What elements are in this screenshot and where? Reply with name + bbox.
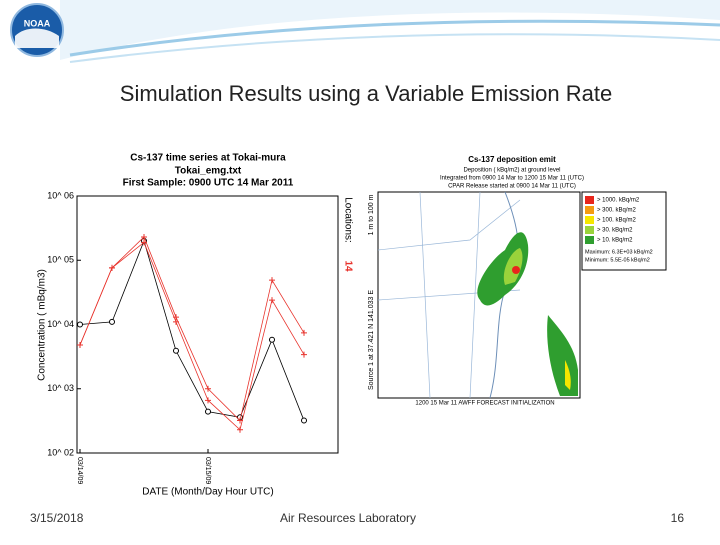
swoosh [69, 19, 720, 57]
plume [565, 360, 571, 390]
marker [109, 264, 115, 271]
y-tick-label: 10^ 04 [47, 319, 74, 329]
marker [205, 408, 211, 415]
map-source: Source 1 at 37.421 N 141.033 E [368, 290, 375, 390]
marker [301, 329, 307, 336]
map-stat: Minimum: 5.5E-05 kBq/m2 [585, 257, 650, 263]
map-text: Deposition ( kBq/m2) at ground level [463, 168, 560, 174]
chart-title: Cs-137 time series at Tokai-mura [130, 153, 286, 164]
legend-label: > 10. kBq/m2 [597, 238, 633, 244]
y-tick-label: 10^ 03 [47, 383, 74, 393]
legend-swatch [585, 226, 594, 234]
x-tick-label: 03/15/09 [204, 457, 211, 484]
map-text: Integrated from 0900 14 Mar to 1200 15 M… [440, 176, 584, 182]
map-footer: 1200 15 Mar 11 AWFF FORECAST INITIALIZAT… [415, 401, 554, 407]
series-line [79, 236, 305, 422]
map-height: 1 m to 100 m [368, 194, 375, 235]
side-value: 14 [342, 260, 353, 272]
side-label: Locations: [342, 197, 353, 243]
legend-swatch [585, 236, 594, 244]
marker [237, 426, 243, 433]
marker [77, 321, 83, 328]
x-axis-label: DATE (Month/Day Hour UTC) [142, 487, 274, 498]
marker [301, 351, 307, 358]
plume-core [512, 266, 520, 274]
series-line [79, 239, 305, 421]
marker [109, 318, 115, 325]
legend-label: > 1000. kBq/m2 [597, 198, 640, 204]
marker [269, 336, 275, 343]
footer-date: 3/15/2018 [30, 511, 84, 525]
marker [77, 341, 83, 348]
marker [205, 397, 211, 404]
marker [205, 385, 211, 392]
plume [477, 232, 529, 306]
map-text: CPAR Release started at 0900 14 Mar 11 (… [448, 184, 576, 190]
legend-swatch [585, 216, 594, 224]
legend-label: > 300. kBq/m2 [597, 208, 637, 214]
marker [173, 318, 179, 325]
chart-title: Tokai_emg.txt [175, 166, 242, 177]
legend-swatch [585, 196, 594, 204]
y-tick-label: 10^ 06 [47, 190, 74, 200]
x-tick-label: 03/14/09 [76, 457, 83, 484]
swoosh [69, 33, 720, 63]
map-borders [377, 191, 521, 399]
logo-text: NOAA [24, 18, 51, 28]
legend-label: > 30. kBq/m2 [597, 228, 633, 234]
marker [141, 239, 147, 246]
page-number: 16 [671, 511, 685, 525]
marker [301, 417, 307, 424]
y-axis-label: Concentration ( mBq/m3) [37, 269, 48, 381]
header-band [60, 0, 720, 60]
legend-swatch [585, 206, 594, 214]
y-tick-label: 10^ 02 [47, 447, 74, 457]
marker [269, 297, 275, 304]
footer-center: Air Resources Laboratory [280, 511, 416, 525]
marker [173, 347, 179, 354]
legend-label: > 100. kBq/m2 [597, 218, 637, 224]
slide-title: Simulation Results using a Variable Emis… [120, 81, 612, 106]
map-title: Cs-137 deposition emit [468, 155, 556, 164]
map-legend [581, 191, 667, 271]
marker [141, 234, 147, 241]
plume [503, 248, 523, 285]
plume [547, 315, 578, 396]
logo-gull [15, 28, 59, 48]
series-line [79, 241, 305, 431]
chart-title: First Sample: 0900 UTC 14 Mar 2011 [123, 178, 294, 189]
y-tick-label: 10^ 05 [47, 255, 74, 265]
map-stat: Maximum: 6.3E+03 kBq/m2 [585, 249, 653, 255]
marker [269, 277, 275, 284]
map: Cs-137 deposition emit Deposition ( kBq/… [368, 155, 667, 407]
